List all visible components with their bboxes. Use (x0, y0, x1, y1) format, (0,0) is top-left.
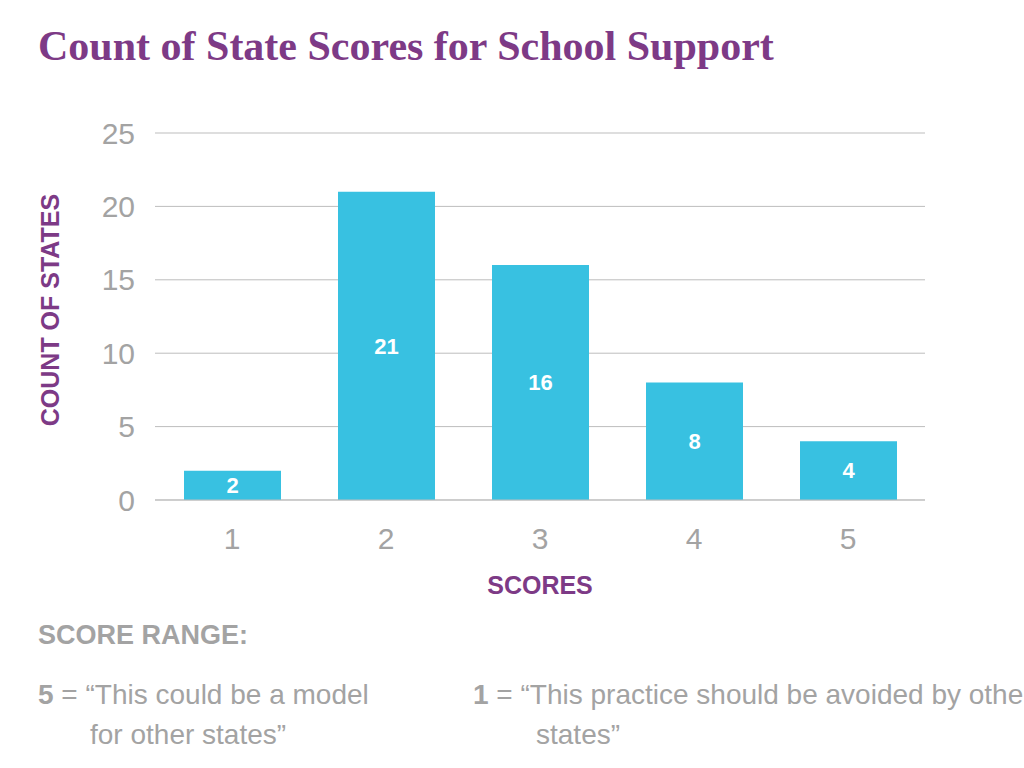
html-text:Count of State Scores for Scho: Count of State Scores for School Support (38, 23, 774, 69)
svg-text:3: 3 (532, 522, 549, 555)
svg-text:10: 10 (102, 337, 135, 370)
svg-text:5: 5 (118, 410, 135, 443)
html-text:COUNT OF STATES: COUNT OF STATES (35, 193, 64, 427)
svg-text:16: 16 (528, 370, 552, 395)
svg-text:20: 20 (102, 190, 135, 223)
svg-text:25: 25 (102, 117, 135, 150)
svg-text:5: 5 (840, 522, 857, 555)
svg-text:8: 8 (688, 429, 700, 454)
svg-text:2: 2 (226, 473, 238, 498)
svg-text:15: 15 (102, 263, 135, 296)
html-text:SCORE RANGE:: SCORE RANGE: (38, 620, 248, 650)
html-text:1 = “This practice should be a: 1 = “This practice should be avoided by … (473, 679, 1024, 750)
svg-text:2: 2 (378, 522, 395, 555)
svg-text:4: 4 (842, 458, 855, 483)
svg-text:21: 21 (374, 334, 398, 359)
html-text:5 = “This could be a model for: 5 = “This could be a model for other sta… (38, 679, 369, 750)
svg-text:1: 1 (224, 522, 241, 555)
svg-text:4: 4 (686, 522, 703, 555)
svg-text:0: 0 (118, 484, 135, 517)
html-text:SCORES: SCORES (487, 570, 593, 599)
